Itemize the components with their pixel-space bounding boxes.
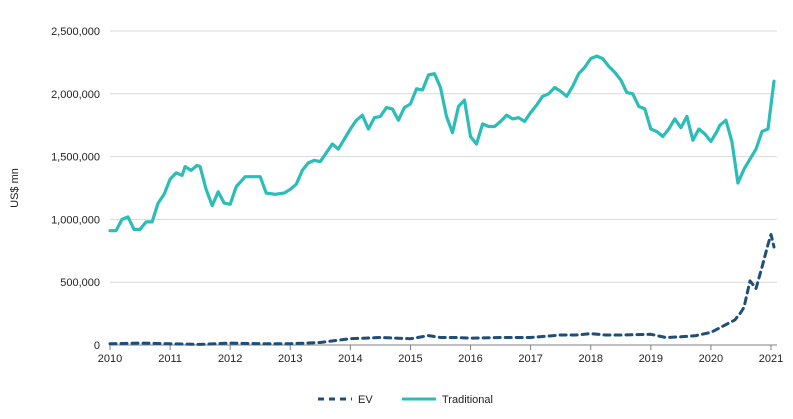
x-tick-label: 2017 xyxy=(518,353,542,365)
x-tick-label: 2011 xyxy=(158,353,182,365)
series-line-ev xyxy=(108,233,776,346)
y-tick-label: 2,500,000 xyxy=(51,26,100,38)
x-tick-label: 2016 xyxy=(458,353,482,365)
legend: EV Traditional xyxy=(318,394,493,406)
y-tick-label: 0 xyxy=(94,340,100,352)
y-axis-label: US$ mn xyxy=(9,168,21,208)
x-tick-label: 2019 xyxy=(639,353,663,365)
y-tick-label: 1,000,000 xyxy=(51,214,100,226)
y-tick-label: 500,000 xyxy=(60,277,100,289)
x-tick-label: 2010 xyxy=(98,353,122,365)
x-tick-label: 2021 xyxy=(759,353,783,365)
series-lines xyxy=(108,54,776,346)
legend-label-ev: EV xyxy=(358,394,373,406)
x-tick-label: 2013 xyxy=(278,353,302,365)
y-axis-ticks: 0 500,000 1,000,000 1,500,000 2,000,000 2,500… xyxy=(51,26,100,352)
x-tick-label: 2012 xyxy=(218,353,242,365)
x-tick-label: 2014 xyxy=(338,353,362,365)
x-tick-label: 2015 xyxy=(398,353,422,365)
legend-label-traditional: Traditional xyxy=(442,394,493,406)
x-tick-label: 2018 xyxy=(578,353,602,365)
y-tick-label: 1,500,000 xyxy=(51,152,100,164)
x-axis-ticks: 2010 2011 2012 2013 2014 2015 2016 2017 2018 2019… xyxy=(98,345,783,365)
y-tick-label: 2,000,000 xyxy=(51,89,100,101)
gridlines xyxy=(110,30,777,283)
x-tick-label: 2020 xyxy=(699,353,723,365)
series-line-traditional xyxy=(108,54,776,233)
